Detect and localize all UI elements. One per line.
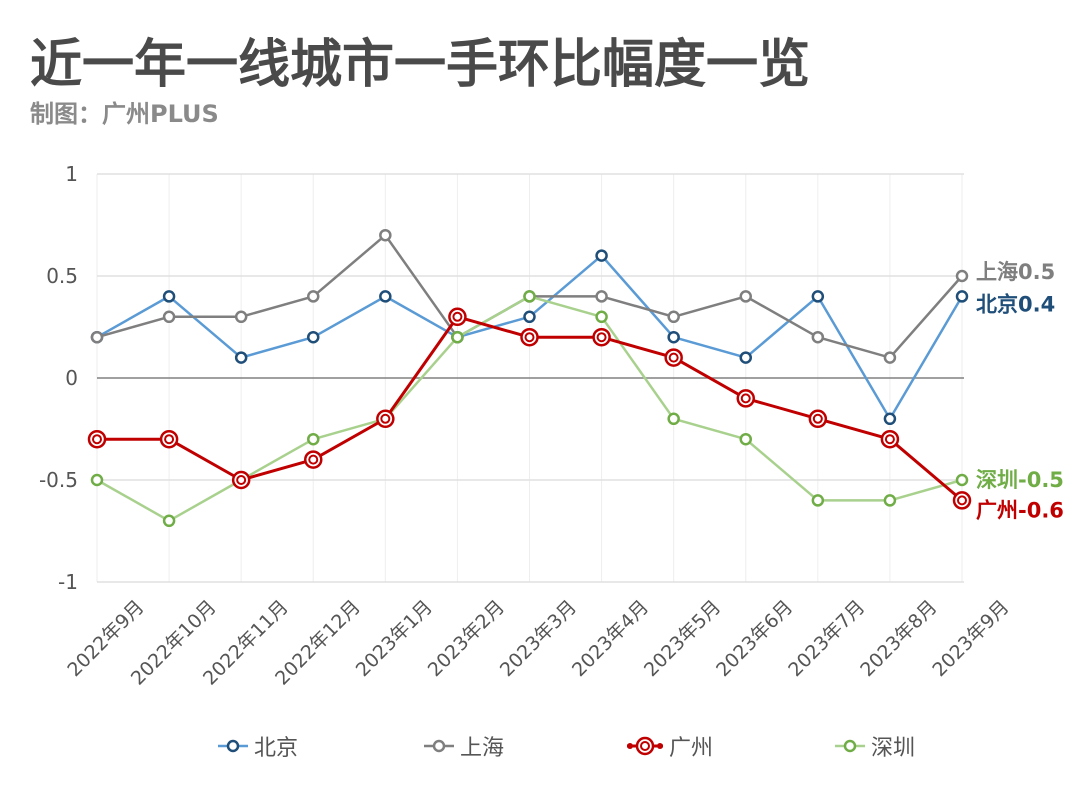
data-point <box>379 290 392 303</box>
data-point <box>451 330 464 344</box>
x-tick-label: 2023年9月 <box>928 596 1013 681</box>
series-lines <box>87 228 972 528</box>
data-point <box>739 432 752 446</box>
guangzhou-marker-icon <box>627 736 663 756</box>
y-tick-label: 0.5 <box>46 264 78 288</box>
x-tick-label: 2023年7月 <box>784 596 869 681</box>
grid-lines <box>96 173 964 583</box>
y-tick-label: -0.5 <box>39 468 78 492</box>
data-point <box>811 494 825 507</box>
line-chart: 1 0.5 0 -0.5 -1 2022年9月2022年10月2022年11月2022年… <box>39 162 1064 690</box>
data-point <box>595 290 608 303</box>
data-point <box>307 290 320 303</box>
x-axis-ticks: 2022年9月2022年10月2022年11月2022年12月2023年1月20… <box>63 596 1013 690</box>
x-tick-label: 2023年1月 <box>352 596 437 681</box>
data-point <box>90 473 104 487</box>
data-point <box>955 473 969 487</box>
data-point <box>307 330 320 344</box>
data-point <box>883 351 897 364</box>
end-label-上海: 上海0.5 <box>976 260 1055 284</box>
x-tick-label: 2023年8月 <box>856 596 941 681</box>
end-label-深圳: 深圳-0.5 <box>976 468 1064 492</box>
shanghai-marker-icon <box>424 739 454 753</box>
data-point <box>523 310 536 324</box>
data-point <box>667 310 680 324</box>
legend-label: 深圳 <box>871 736 916 761</box>
legend-item-beijing[interactable]: 北京 <box>218 730 298 762</box>
series-广州 <box>87 307 972 510</box>
legend-label: 上海 <box>460 736 505 761</box>
chart-title: 近一年一线城市一手环比幅度一览 <box>30 34 811 95</box>
data-point <box>739 351 752 364</box>
y-tick-label: -1 <box>58 570 78 594</box>
data-point <box>811 330 825 344</box>
data-point <box>162 514 176 528</box>
beijing-marker-icon <box>218 739 248 753</box>
legend: 北京 上海 广州 深圳 <box>0 730 1080 764</box>
legend-label: 广州 <box>669 736 714 761</box>
x-tick-label: 2023年5月 <box>640 596 725 681</box>
data-point <box>667 412 680 426</box>
data-point <box>955 290 969 303</box>
x-tick-label: 2023年3月 <box>496 596 581 681</box>
data-point <box>595 249 608 262</box>
data-point <box>234 310 248 324</box>
legend-item-shanghai[interactable]: 上海 <box>424 730 504 762</box>
data-point <box>307 432 320 446</box>
data-point <box>379 228 392 242</box>
legend-label: 北京 <box>254 736 299 761</box>
data-point <box>523 290 536 303</box>
data-point <box>234 351 248 364</box>
data-point <box>667 330 680 344</box>
data-point <box>739 290 752 303</box>
data-point <box>883 494 897 507</box>
y-tick-label: 1 <box>65 162 78 186</box>
data-point <box>595 310 608 324</box>
x-tick-label: 2023年4月 <box>568 596 653 681</box>
x-tick-label: 2023年2月 <box>424 596 509 681</box>
y-tick-label: 0 <box>65 366 78 390</box>
data-point <box>883 412 897 426</box>
data-point <box>811 290 825 303</box>
end-label-广州: 广州-0.6 <box>976 498 1064 522</box>
end-label-北京: 北京0.4 <box>976 292 1055 316</box>
y-axis-ticks: 1 0.5 0 -0.5 -1 <box>39 162 78 594</box>
data-point <box>162 290 176 303</box>
chart-subtitle: 制图：广州PLUS <box>30 100 219 128</box>
legend-item-shenzhen[interactable]: 深圳 <box>835 730 915 762</box>
shenzhen-marker-icon <box>835 739 865 753</box>
data-point <box>955 269 969 283</box>
end-labels: 北京0.4 上海0.5 广州-0.6 深圳-0.5 <box>976 260 1064 522</box>
data-point <box>162 310 176 324</box>
data-point <box>90 330 104 344</box>
x-tick-label: 2023年6月 <box>712 596 797 681</box>
legend-item-guangzhou[interactable]: 广州 <box>627 730 713 762</box>
